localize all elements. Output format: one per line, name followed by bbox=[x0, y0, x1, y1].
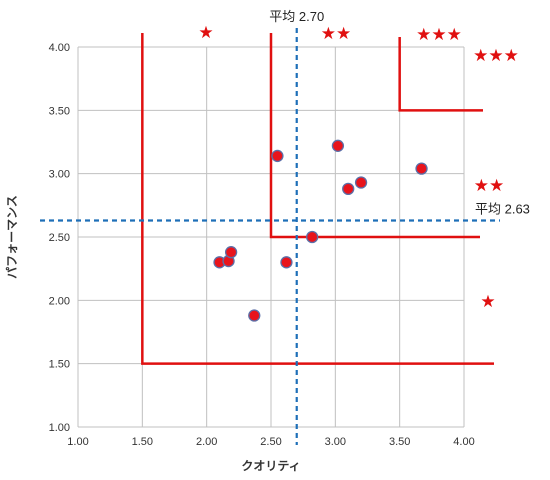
star-label-right-one: ★ bbox=[480, 292, 495, 312]
x-tick-label-6: 4.00 bbox=[453, 436, 474, 448]
threshold-one-star bbox=[141, 33, 494, 365]
data-point-3 bbox=[248, 309, 261, 322]
mean-x-label: 平均 2.70 bbox=[269, 9, 324, 24]
data-point-2 bbox=[224, 246, 238, 259]
threshold-three-star bbox=[398, 37, 483, 112]
data-point-9 bbox=[354, 176, 368, 189]
y-axis-title: パフォーマンス bbox=[5, 195, 19, 279]
x-axis-title: クオリティ bbox=[241, 459, 300, 473]
tick-labels: 1.00 1.50 2.00 2.50 3.00 3.50 4.00 1.00 1.50 2.00… bbox=[49, 42, 475, 448]
y-tick-label-4: 3.00 bbox=[49, 169, 70, 181]
y-tick-label-2: 2.00 bbox=[49, 295, 70, 307]
x-tick-label-4: 3.00 bbox=[325, 436, 346, 448]
star-label-top-three: ★★★ bbox=[416, 25, 462, 45]
star-label-right-two: ★★ bbox=[474, 176, 504, 196]
star-label-top-two: ★★ bbox=[321, 24, 351, 44]
y-tick-label-1: 1.50 bbox=[49, 359, 70, 371]
data-point-4 bbox=[271, 149, 284, 163]
threshold-two-star bbox=[269, 33, 480, 239]
y-tick-label-5: 3.50 bbox=[49, 105, 70, 117]
data-points bbox=[213, 139, 428, 322]
x-tick-label-5: 3.50 bbox=[389, 436, 410, 448]
y-tick-label-6: 4.00 bbox=[49, 42, 70, 54]
data-point-7 bbox=[331, 139, 345, 152]
y-tick-label-0: 1.00 bbox=[49, 422, 70, 434]
data-point-10 bbox=[415, 162, 428, 175]
x-tick-label-2: 2.00 bbox=[196, 436, 217, 448]
y-tick-label-3: 2.50 bbox=[49, 232, 70, 244]
star-label-top-one: ★ bbox=[198, 23, 213, 43]
x-tick-label-0: 1.00 bbox=[67, 436, 88, 448]
x-tick-label-1: 1.50 bbox=[132, 436, 153, 448]
threshold-lines bbox=[141, 33, 494, 365]
mean-lines bbox=[40, 28, 500, 445]
data-point-5 bbox=[280, 256, 293, 269]
x-tick-label-3: 2.50 bbox=[260, 436, 281, 448]
data-point-6 bbox=[306, 230, 319, 244]
mean-y-label: 平均 2.63 bbox=[475, 202, 530, 217]
data-point-8 bbox=[342, 182, 355, 196]
star-label-right-three: ★★★ bbox=[473, 46, 519, 66]
